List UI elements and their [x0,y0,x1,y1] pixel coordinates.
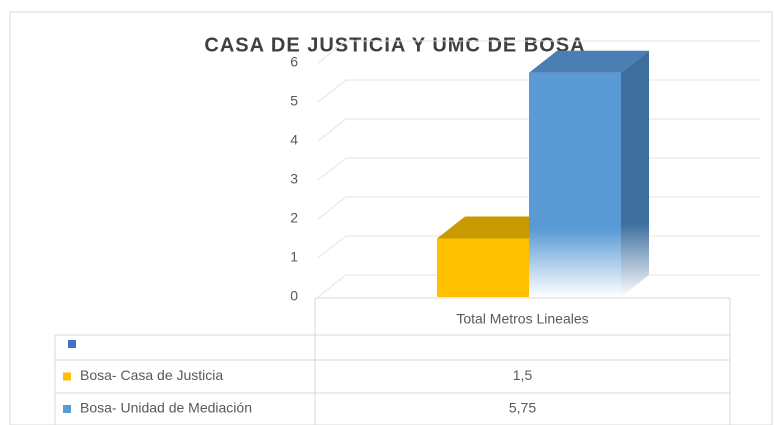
chart-border [9,11,773,425]
y-tick-label: 3 [290,171,298,187]
y-tick-label: 4 [290,132,298,148]
legend-key [68,340,76,348]
legend-label: Bosa- Casa de Justicia [80,367,223,383]
y-tick-label: 2 [290,210,298,226]
x-tick-label: Total Metros Lineales [456,311,588,327]
bar-side [621,50,649,297]
bar-top [529,50,649,73]
bar-top [437,216,557,239]
legend-label: Bosa- Unidad de Mediación [80,400,252,416]
legend-key [63,372,71,381]
bar [529,72,621,297]
legend-key [63,405,71,413]
chart-title: CASA DE JUSTICIA Y UMC DE BOSA [204,34,585,56]
y-tick-label: 0 [290,288,298,304]
grid-line [317,40,760,64]
y-tick-label: 1 [290,249,298,265]
y-tick-label: 6 [290,54,298,70]
bar [437,238,529,297]
y-tick-label: 5 [290,93,298,109]
table-value: 5,75 [509,400,536,416]
table-value: 1,5 [513,367,533,383]
